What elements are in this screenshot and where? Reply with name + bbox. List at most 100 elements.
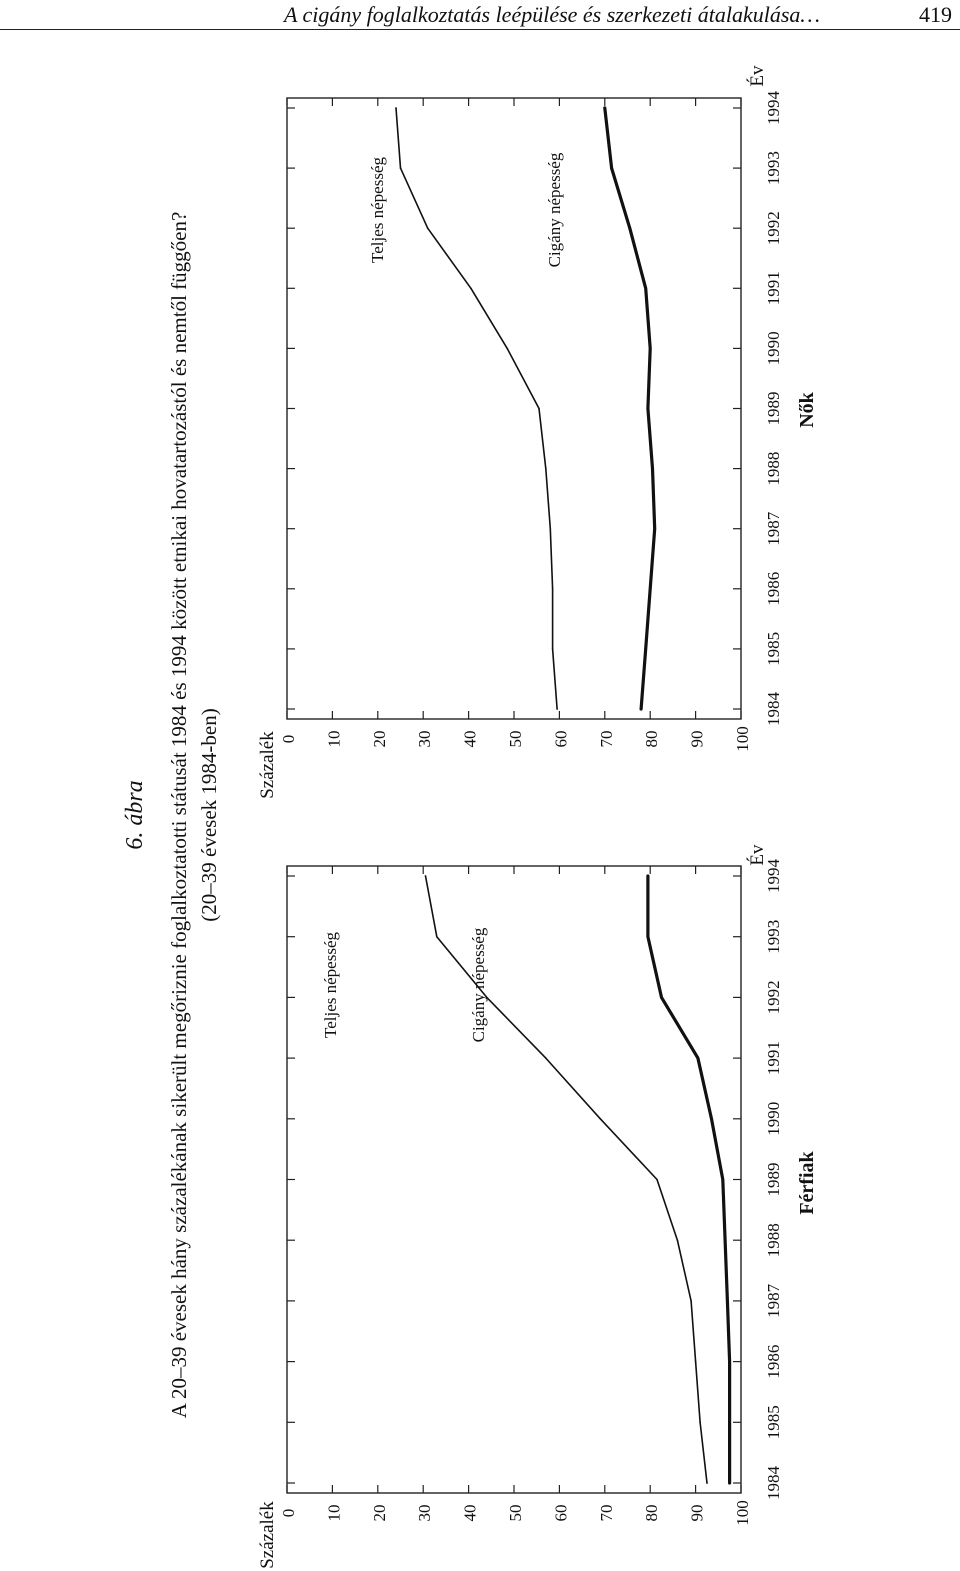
x-tick-label: 1994 — [764, 859, 783, 894]
data-point — [651, 467, 654, 470]
y-tick-label: 90 — [688, 731, 707, 748]
y-axis-label: Százalék — [257, 731, 278, 799]
figure-caption-subtitle: (20–39 évesek 1984-ben) — [197, 708, 221, 921]
x-tick-label: 1985 — [764, 1405, 783, 1439]
x-tick-label: 1992 — [764, 980, 783, 1014]
y-tick-label: 100 — [733, 1500, 752, 1526]
data-point — [424, 875, 427, 877]
data-point — [706, 1482, 708, 1484]
figure-caption-title: A 20–39 évesek hány százalékának sikerül… — [167, 212, 191, 1419]
data-point — [647, 407, 649, 410]
series-line-teljes — [646, 874, 732, 1485]
x-tick-label: 1993 — [764, 151, 783, 185]
y-tick-label: 40 — [461, 731, 480, 748]
y-tick-label: 90 — [688, 1505, 707, 1522]
x-tick-label: 1984 — [764, 692, 783, 727]
x-axis-label: Év — [746, 65, 768, 87]
data-point — [653, 527, 656, 530]
data-point — [722, 1178, 724, 1181]
data-point — [644, 287, 647, 290]
x-tick-label: 1989 — [764, 1163, 783, 1197]
plot-frame — [286, 865, 742, 1494]
data-point — [647, 875, 649, 877]
y-tick-label: 50 — [506, 1505, 525, 1522]
data-point — [660, 996, 663, 999]
y-tick-label: 40 — [461, 1505, 480, 1522]
x-tick-label: 1991 — [764, 1041, 783, 1075]
series-label: Cigány népesség — [545, 152, 564, 267]
y-tick-label: 0 — [279, 735, 298, 744]
running-title: A cigány foglalkoztatás leépülése és sze… — [283, 2, 820, 27]
data-point — [699, 1421, 701, 1424]
y-tick-label: 60 — [551, 1505, 570, 1522]
data-point — [426, 227, 429, 229]
data-point — [728, 1421, 731, 1424]
x-tick-label: 1988 — [764, 1223, 783, 1257]
data-point — [694, 1360, 697, 1363]
series-label: Cigány népesség — [469, 927, 488, 1042]
chart-women: 0 10 20 30 40 50 60 70 80 90 100 1984 1985 1986 1987 19… — [257, 65, 818, 799]
y-tick-label: 0 — [279, 1509, 298, 1518]
y-tick-label: 80 — [642, 1505, 661, 1522]
data-point — [545, 467, 547, 470]
series-line-cigany — [395, 107, 558, 710]
y-tick-label: 20 — [370, 1505, 389, 1522]
data-point — [697, 1057, 699, 1059]
y-tick-label: 30 — [415, 1505, 434, 1522]
plot-frame — [286, 97, 742, 720]
figure-label: 6. ábra — [122, 780, 148, 849]
y-tick-label: 80 — [642, 731, 661, 748]
x-tick-label: 1991 — [764, 271, 783, 305]
data-point — [690, 1300, 692, 1302]
x-tick-label: 1989 — [764, 392, 783, 426]
data-point — [556, 708, 558, 710]
data-point — [395, 107, 397, 109]
x-tick-label: 1988 — [764, 452, 783, 486]
data-point — [610, 167, 613, 169]
chart-men: 0 10 20 30 40 50 60 70 80 90 100 1984 1985 1986 1987 19… — [257, 844, 818, 1569]
y-tick-label: 70 — [597, 1505, 616, 1522]
data-point — [644, 648, 647, 650]
data-point — [649, 347, 651, 350]
x-tick-label: 1994 — [764, 91, 783, 126]
chart-title: Férfiak — [796, 1150, 818, 1214]
data-point — [728, 1482, 731, 1484]
data-point — [728, 1360, 731, 1363]
data-point — [640, 708, 642, 710]
x-tick-label: 1986 — [764, 572, 783, 606]
data-point — [599, 1118, 602, 1120]
series-label: Teljes népesség — [368, 157, 387, 263]
y-tick-label: 20 — [370, 731, 389, 748]
series-label: Teljes népesség — [321, 932, 340, 1038]
data-point — [726, 1300, 729, 1302]
x-tick-label: 1985 — [764, 632, 783, 666]
data-point — [649, 588, 651, 590]
data-point — [436, 935, 438, 938]
data-point — [551, 588, 554, 590]
series-line-cigany — [424, 875, 708, 1484]
data-point — [647, 935, 649, 938]
x-tick-label: 1990 — [764, 1102, 783, 1136]
running-header: A cigány foglalkoztatás leépülése és sze… — [0, 0, 960, 30]
header-rule — [0, 29, 960, 30]
data-point — [656, 1178, 658, 1181]
data-point — [506, 347, 509, 350]
data-point — [629, 227, 631, 229]
x-tick-label: 1993 — [764, 920, 783, 954]
figure-caption: 6. ábra A 20–39 évesek hány százalékának… — [122, 212, 221, 1419]
y-tick-label: 50 — [506, 731, 525, 748]
x-tick-label: 1992 — [764, 211, 783, 245]
data-point — [399, 167, 402, 169]
y-tick-label: 10 — [324, 1505, 343, 1522]
data-point — [551, 648, 554, 650]
y-tick-label: 70 — [597, 731, 616, 748]
data-point — [538, 407, 540, 410]
y-tick-label: 30 — [415, 731, 434, 748]
data-point — [545, 1057, 547, 1059]
data-point — [710, 1118, 713, 1120]
y-tick-label: 60 — [551, 731, 570, 748]
x-tick-label: 1987 — [764, 511, 783, 546]
page-number: 419 — [919, 2, 952, 27]
data-point — [604, 107, 606, 109]
